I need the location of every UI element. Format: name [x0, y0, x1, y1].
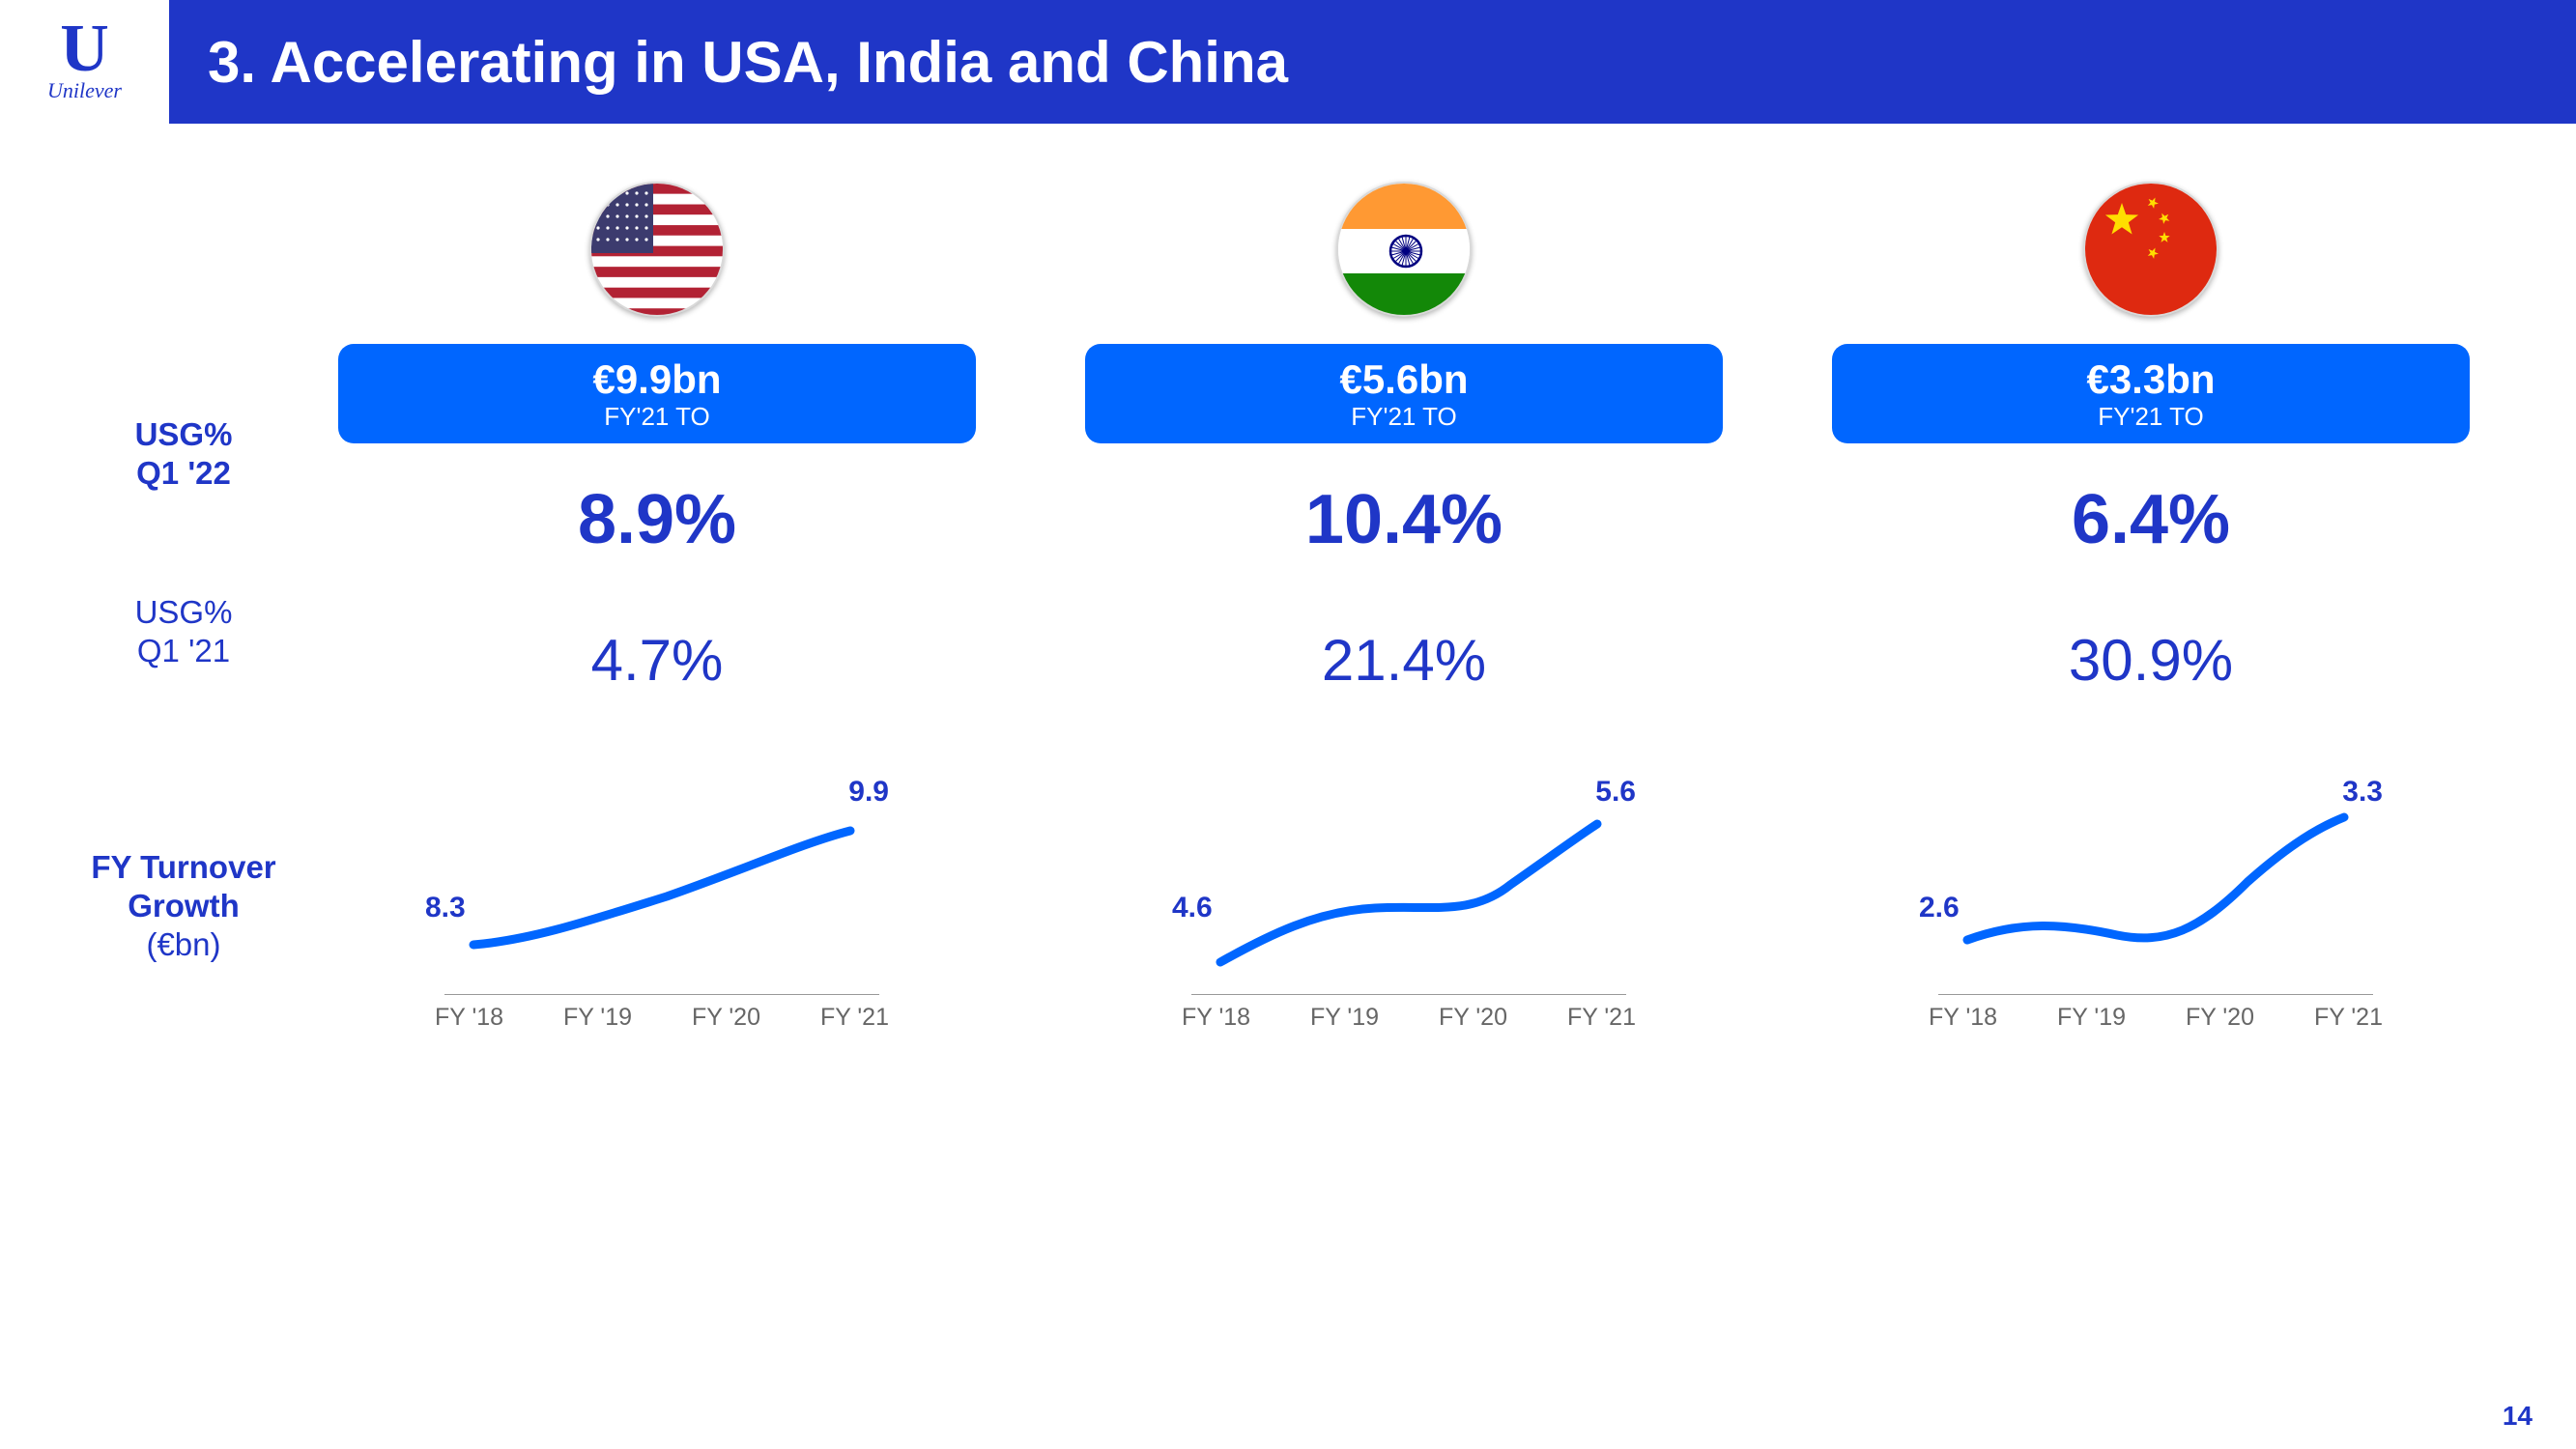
page-title: 3. Accelerating in USA, India and China [208, 29, 1288, 96]
chart-start-label: 2.6 [1919, 892, 1960, 924]
chart-x-labels: FY '18 FY '19 FY '20 FY '21 [1929, 1004, 2383, 1032]
logo-glyph: U [60, 20, 109, 78]
turnover-pill: €9.9bn FY'21 TO [338, 344, 976, 443]
country-column-china: €3.3bn FY'21 TO 6.4% 30.9% 2.6 3.3 FY '1… [1822, 172, 2479, 1041]
turnover-chart: 8.3 9.9 FY '18FY '19FY '20FY '21 [415, 790, 899, 1041]
x-tick-label: FY '20 [692, 1004, 760, 1032]
flag-icon [589, 182, 725, 317]
label-usg-q1-21: USG% Q1 '21 [77, 593, 290, 669]
turnover-chart: 2.6 3.3 FY '18FY '19FY '20FY '21 [1909, 790, 2392, 1041]
chart-axis [444, 994, 879, 995]
header-bar: U Unilever 3. Accelerating in USA, India… [0, 0, 2576, 124]
pill-value: €3.3bn [1832, 357, 2470, 402]
pill-value: €9.9bn [338, 357, 976, 402]
flag-icon [2083, 182, 2218, 317]
x-tick-label: FY '18 [1182, 1004, 1250, 1032]
x-tick-label: FY '20 [2186, 1004, 2254, 1032]
chart-x-labels: FY '18 FY '19 FY '20 FY '21 [1182, 1004, 1636, 1032]
usg-q1-21-value: 21.4% [1322, 627, 1486, 694]
pill-sublabel: FY'21 TO [1085, 402, 1723, 432]
chart-axis [1938, 994, 2373, 995]
turnover-pill: €5.6bn FY'21 TO [1085, 344, 1723, 443]
logo-wordmark: Unilever [47, 78, 122, 103]
x-tick-label: FY '18 [1929, 1004, 1997, 1032]
page-number: 14 [2503, 1401, 2533, 1432]
pill-sublabel: FY'21 TO [338, 402, 976, 432]
chart-end-label: 3.3 [2342, 776, 2383, 809]
label-turnover: FY Turnover Growth (€bn) [77, 848, 290, 963]
pill-value: €5.6bn [1085, 357, 1723, 402]
brand-logo: U Unilever [0, 0, 169, 124]
country-column-india: €5.6bn FY'21 TO 10.4% 21.4% 4.6 5.6 FY '… [1075, 172, 1732, 1041]
chart-start-label: 8.3 [425, 892, 466, 924]
chart-end-label: 9.9 [848, 776, 889, 809]
chart-start-label: 4.6 [1172, 892, 1213, 924]
turnover-pill: €3.3bn FY'21 TO [1832, 344, 2470, 443]
usg-q1-21-value: 30.9% [2069, 627, 2233, 694]
x-tick-label: FY '21 [1567, 1004, 1636, 1032]
usg-q1-22-value: 8.9% [578, 480, 736, 559]
row-labels-column: USG% Q1 '22 USG% Q1 '21 FY Turnover Grow… [77, 172, 290, 963]
label-usg-q1-22: USG% Q1 '22 [77, 415, 290, 492]
chart-axis [1191, 994, 1626, 995]
x-tick-label: FY '21 [820, 1004, 889, 1032]
usg-q1-22-value: 10.4% [1305, 480, 1503, 559]
x-tick-label: FY '19 [1310, 1004, 1379, 1032]
flag-icon [1336, 182, 1472, 317]
x-tick-label: FY '18 [435, 1004, 503, 1032]
usg-q1-22-value: 6.4% [2072, 480, 2230, 559]
country-column-usa: €9.9bn FY'21 TO 8.9% 4.7% 8.3 9.9 FY '18… [329, 172, 986, 1041]
usg-q1-21-value: 4.7% [591, 627, 724, 694]
content-area: USG% Q1 '22 USG% Q1 '21 FY Turnover Grow… [0, 124, 2576, 1041]
chart-end-label: 5.6 [1595, 776, 1636, 809]
pill-sublabel: FY'21 TO [1832, 402, 2470, 432]
chart-x-labels: FY '18 FY '19 FY '20 FY '21 [435, 1004, 889, 1032]
turnover-chart: 4.6 5.6 FY '18FY '19FY '20FY '21 [1162, 790, 1646, 1041]
x-tick-label: FY '19 [2057, 1004, 2126, 1032]
x-tick-label: FY '21 [2314, 1004, 2383, 1032]
x-tick-label: FY '20 [1439, 1004, 1507, 1032]
title-bar: 3. Accelerating in USA, India and China [169, 0, 2576, 124]
x-tick-label: FY '19 [563, 1004, 632, 1032]
